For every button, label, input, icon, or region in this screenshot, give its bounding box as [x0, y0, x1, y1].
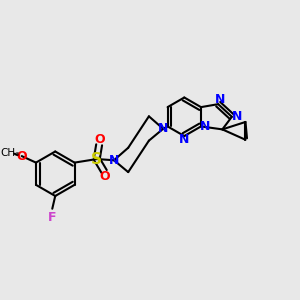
Text: CH₃: CH₃	[1, 148, 20, 158]
Text: N: N	[232, 110, 242, 123]
Text: N: N	[200, 120, 211, 133]
Text: N: N	[158, 122, 168, 135]
Text: N: N	[109, 154, 119, 167]
Text: S: S	[91, 152, 102, 166]
Text: N: N	[214, 93, 225, 106]
Text: O: O	[16, 150, 27, 163]
Text: O: O	[95, 133, 105, 146]
Text: N: N	[179, 133, 190, 146]
Text: O: O	[100, 170, 110, 183]
Text: F: F	[48, 211, 56, 224]
